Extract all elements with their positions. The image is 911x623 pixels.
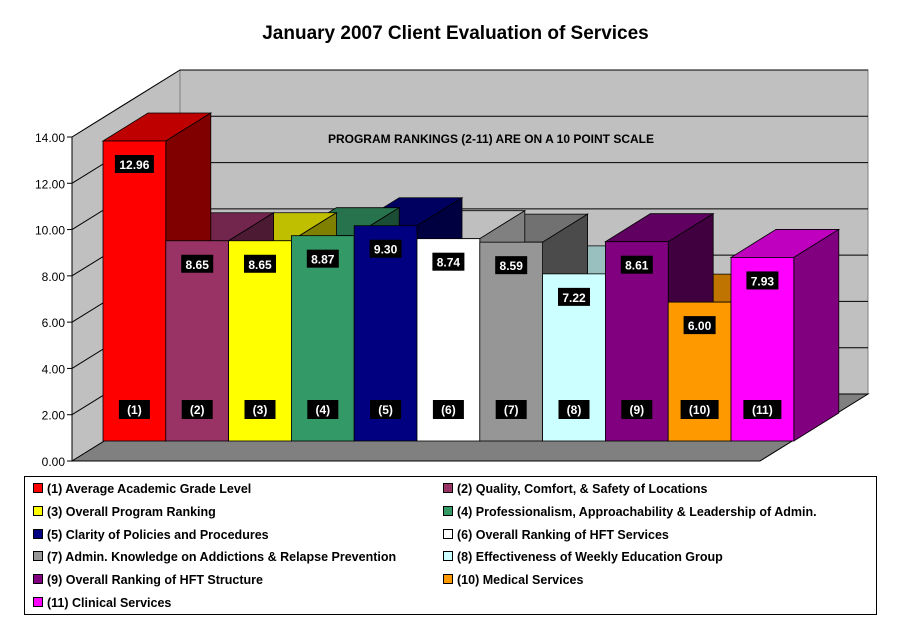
legend-item: (7) Admin. Knowledge on Addictions & Rel… <box>33 550 396 564</box>
category-label-bg <box>118 400 150 419</box>
data-label: 12.96 <box>119 158 149 172</box>
data-label-bg <box>432 252 465 271</box>
data-label: 7.93 <box>751 274 775 288</box>
data-label-bg <box>746 271 779 290</box>
data-label: 8.74 <box>437 256 461 270</box>
legend-label: (8) Effectiveness of Weekly Education Gr… <box>457 550 723 565</box>
legend-label: (10) Medical Services <box>457 573 584 588</box>
data-label-bg <box>369 239 402 258</box>
legend-label: (5) Clarity of Policies and Procedures <box>47 527 269 542</box>
legend-swatch <box>443 505 453 516</box>
data-label-bg <box>114 155 154 173</box>
legend-item: (11) Clinical Services <box>33 596 171 610</box>
y-tick-label: 4.00 <box>42 362 66 376</box>
data-label-bg <box>620 255 653 274</box>
chart-title: January 2007 Client Evaluation of Servic… <box>262 23 649 44</box>
legend-swatch <box>443 574 453 585</box>
legend-label: (11) Clinical Services <box>47 596 172 610</box>
legend-item: (8) Effectiveness of Weekly Education Gr… <box>443 550 723 564</box>
y-tick-label: 2.00 <box>42 409 66 423</box>
category-label: (10) <box>689 403 710 417</box>
category-label-bg <box>621 400 653 419</box>
category-label: (2) <box>190 403 205 417</box>
legend-item: (4) Professionalism, Approachability & L… <box>443 505 817 519</box>
data-label-bg <box>181 254 214 273</box>
y-tick-label: 10.00 <box>35 224 65 238</box>
category-label: (11) <box>752 403 773 417</box>
legend-item: (10) Medical Services <box>443 573 583 587</box>
legend-item: (1) Average Academic Grade Level <box>33 482 251 496</box>
data-label-bg <box>558 287 590 306</box>
category-label-bg <box>680 400 719 419</box>
chart-annotation: PROGRAM RANKINGS (2-11) ARE ON A 10 POIN… <box>328 132 654 146</box>
legend-item: (9) Overall Ranking of HFT Structure <box>33 573 263 587</box>
category-label: (8) <box>567 403 582 417</box>
legend-label: (9) Overall Ranking of HFT Structure <box>47 573 264 588</box>
legend-label: (4) Professionalism, Approachability & L… <box>457 504 817 519</box>
legend-item: (6) Overall Ranking of HFT Services <box>443 528 669 542</box>
legend-label: (7) Admin. Knowledge on Addictions & Rel… <box>47 550 397 565</box>
category-label: (9) <box>629 403 644 417</box>
legend-item: (5) Clarity of Policies and Procedures <box>33 528 269 542</box>
data-label: 8.65 <box>186 258 210 272</box>
legend-swatch <box>33 483 43 493</box>
category-label: (6) <box>441 403 456 417</box>
bar <box>102 140 167 442</box>
legend-item: (3) Overall Program Ranking <box>33 505 216 519</box>
legend-swatch <box>443 528 453 539</box>
y-tick-label: 8.00 <box>42 270 66 284</box>
bar-side <box>793 228 840 442</box>
category-label-bg <box>307 400 339 419</box>
data-label: 8.87 <box>311 253 335 267</box>
category-label-bg <box>432 400 464 419</box>
category-label-bg <box>743 400 782 419</box>
data-label-bg <box>306 249 339 268</box>
y-tick-label: 6.00 <box>42 316 66 330</box>
category-label-bg <box>181 400 213 419</box>
legend-label: (2) Quality, Comfort, & Safety of Locati… <box>457 482 708 496</box>
category-label-bg <box>558 400 590 419</box>
data-label: 6.00 <box>688 319 712 333</box>
category-label: (3) <box>253 403 268 417</box>
data-label-bg <box>683 316 716 335</box>
category-label-bg <box>370 400 402 419</box>
data-label-bg <box>495 256 528 275</box>
data-label: 9.30 <box>374 243 398 257</box>
legend-swatch <box>33 597 43 607</box>
category-label: (5) <box>378 403 393 417</box>
category-label-bg <box>244 400 276 419</box>
legend-swatch <box>33 574 43 585</box>
category-label: (7) <box>504 403 519 417</box>
legend-label: (1) Average Academic Grade Level <box>47 482 252 496</box>
y-tick-label: 12.00 <box>35 177 65 191</box>
data-label: 8.61 <box>625 259 649 273</box>
data-label-bg <box>244 254 276 273</box>
category-label-bg <box>495 400 527 419</box>
category-label: (1) <box>127 403 142 417</box>
data-label: 7.22 <box>562 291 586 305</box>
legend-label: (6) Overall Ranking of HFT Services <box>457 527 669 542</box>
data-label: 8.65 <box>248 258 272 272</box>
chart-legend: (1) Average Academic Grade Level (2) Qual… <box>24 476 877 615</box>
gridline-side <box>71 69 181 138</box>
legend-swatch <box>443 551 453 562</box>
category-label: (4) <box>315 403 330 417</box>
legend-swatch <box>33 505 43 516</box>
y-tick-label: 0.00 <box>42 455 66 469</box>
legend-swatch <box>33 528 43 539</box>
legend-item: (2) Quality, Comfort, & Safety of Locati… <box>443 482 707 496</box>
legend-swatch <box>443 483 453 493</box>
legend-swatch <box>33 551 43 562</box>
y-tick-label: 14.00 <box>35 131 65 145</box>
data-label: 8.59 <box>500 259 524 273</box>
legend-label: (3) Overall Program Ranking <box>47 504 216 519</box>
